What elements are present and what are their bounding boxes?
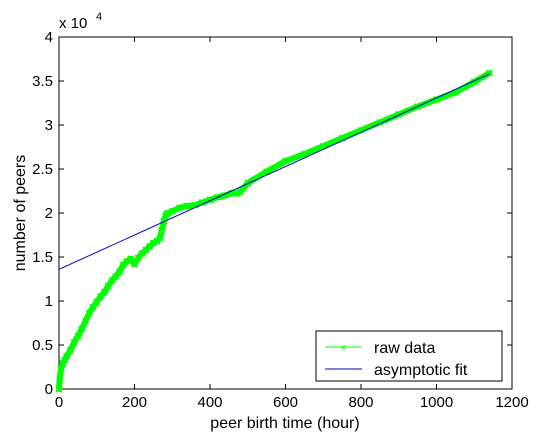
y-tick-label: 2 [45, 205, 53, 222]
x-tick-label: 0 [55, 394, 63, 411]
x-tick-label: 200 [122, 394, 147, 411]
x-tick-label: 600 [273, 394, 298, 411]
raw-data-point [300, 150, 308, 158]
plot-area [58, 36, 513, 390]
raw-data-point [164, 209, 173, 217]
x-tick-label: 800 [348, 394, 373, 411]
raw-data-point [81, 317, 89, 325]
raw-data-point [156, 234, 164, 242]
y-tick-label: 2.5 [32, 161, 53, 178]
raw-data-point [63, 352, 71, 360]
raw-data-point [232, 190, 240, 198]
series-layer [55, 69, 493, 393]
y-tick-label: 0 [45, 381, 53, 398]
raw-data-point [183, 202, 191, 210]
raw-data-point [78, 325, 86, 333]
x-tick-label: 1200 [495, 394, 528, 411]
x-tick-label: 400 [197, 394, 222, 411]
raw-data-point [61, 356, 69, 364]
raw-data-point [93, 298, 101, 306]
raw-data-point [104, 282, 112, 290]
raw-data-point [115, 268, 123, 276]
raw-data-point [149, 239, 157, 247]
legend-raw-label: raw data [374, 340, 435, 357]
asymptotic-fit-line [58, 73, 490, 270]
y-tick-label: 3.5 [32, 73, 53, 90]
y-exponent-label: x 10 [59, 15, 87, 32]
legend-box [315, 330, 503, 382]
raw-data-point [57, 366, 65, 374]
raw-data-point [100, 288, 108, 296]
raw-data-point [56, 374, 64, 382]
raw-data-point [198, 198, 206, 206]
raw-data-point [127, 255, 135, 263]
y-tick-label: 1.5 [32, 249, 53, 266]
legend: x raw data asymptotic fit [315, 330, 503, 382]
y-tick-label: 1 [45, 293, 53, 310]
raw-data-point [123, 257, 131, 265]
raw-data-point [176, 204, 184, 212]
y-tick-label: 3 [45, 117, 53, 134]
raw-data-point [130, 260, 139, 268]
raw-data-point [168, 207, 176, 215]
axis-ticks: 0 200 400 600 800 1000 1200 0 0.5 1 1.5 2 2.5 3 3.5 4 [32, 29, 529, 411]
raw-data-point [85, 309, 93, 317]
raw-data-point [59, 359, 67, 368]
y-axis-label: number of peers [12, 155, 29, 272]
legend-fit-label: asymptotic fit [374, 362, 468, 379]
y-tick-label: 0.5 [32, 337, 53, 354]
raw-data-point [70, 338, 78, 346]
raw-data-point [357, 126, 365, 134]
legend-raw-marker: x [341, 342, 346, 352]
raw-data-point [236, 188, 244, 196]
raw-data-point [281, 157, 290, 165]
raw-data-point [55, 385, 63, 393]
x-axis-label: peer birth time (hour) [210, 415, 359, 432]
raw-data-point [158, 227, 166, 235]
x-tick-label: 1000 [420, 394, 453, 411]
raw-data-point [74, 332, 82, 340]
raw-data-point [89, 303, 97, 311]
raw-data-point [66, 346, 74, 354]
y-tick-label: 4 [45, 29, 53, 46]
y-exponent-power: 4 [96, 11, 102, 23]
